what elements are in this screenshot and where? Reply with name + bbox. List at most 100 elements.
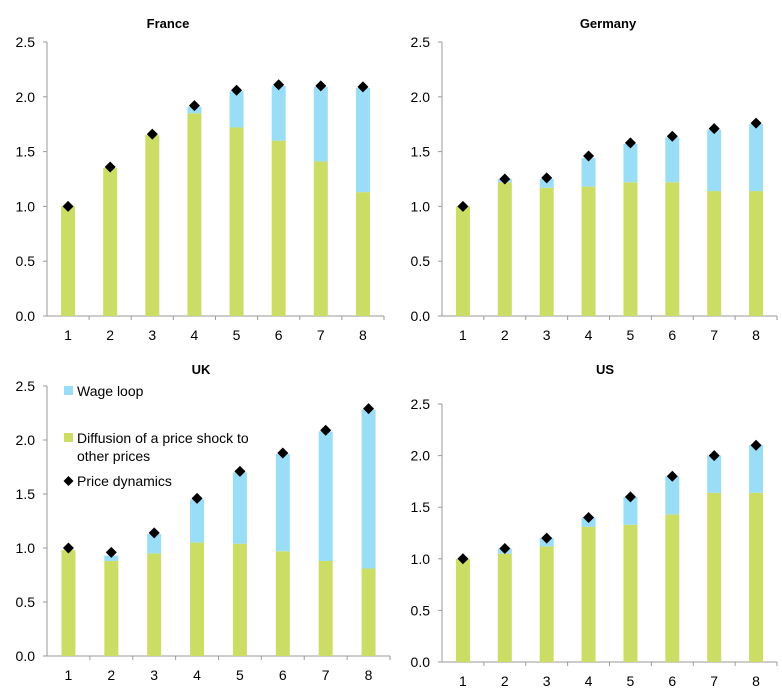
bar-diffusion bbox=[147, 553, 162, 656]
y-tick-label: 0.0 bbox=[16, 648, 36, 664]
bar-wage-loop bbox=[147, 533, 162, 554]
y-tick-label: 2.0 bbox=[16, 432, 36, 448]
marker-price-dynamics bbox=[750, 117, 762, 129]
bar-diffusion bbox=[749, 191, 764, 316]
legend-label-diffusion-line1: Diffusion of a price shock to bbox=[77, 430, 249, 446]
x-tick-label: 1 bbox=[459, 327, 467, 343]
y-tick-label: 1.5 bbox=[411, 144, 431, 160]
bar-diffusion bbox=[103, 168, 118, 316]
x-tick-label: 8 bbox=[752, 673, 760, 689]
marker-price-dynamics bbox=[104, 161, 116, 173]
bar-wage-loop bbox=[232, 472, 247, 544]
y-tick-label: 2.5 bbox=[16, 378, 36, 394]
marker-price-dynamics bbox=[62, 200, 74, 212]
bar-diffusion bbox=[145, 135, 160, 316]
x-tick-label: 6 bbox=[668, 673, 676, 689]
marker-price-dynamics bbox=[666, 130, 678, 142]
bar-wage-loop bbox=[361, 409, 376, 569]
y-tick-label: 1.0 bbox=[16, 540, 36, 556]
marker-price-dynamics bbox=[234, 465, 246, 477]
legend: Wage loop Diffusion of a price shock to … bbox=[63, 383, 249, 489]
x-tick-label: 7 bbox=[322, 667, 330, 683]
bar-diffusion bbox=[623, 524, 638, 662]
bar-wage-loop bbox=[623, 143, 638, 183]
bar-diffusion bbox=[707, 191, 722, 316]
bar-diffusion bbox=[190, 542, 205, 656]
legend-marker-price-dynamics bbox=[63, 476, 74, 486]
y-tick-label: 1.0 bbox=[16, 198, 36, 214]
bar-wage-loop bbox=[229, 91, 244, 128]
chart-panel-germany: 0.0 0.5 1.0 1.5 2.0 2.5 1 2 3 4 5 6 7 8 bbox=[411, 34, 778, 343]
marker-price-dynamics bbox=[708, 450, 720, 462]
y-tick-label: 1.0 bbox=[411, 198, 431, 214]
panel-title-france: France bbox=[147, 16, 190, 31]
x-tick-label: 4 bbox=[585, 327, 593, 343]
marker-price-dynamics bbox=[499, 542, 511, 554]
x-tick-label: 1 bbox=[459, 673, 467, 689]
x-tick-label: 8 bbox=[365, 667, 373, 683]
bar-wage-loop bbox=[749, 445, 764, 493]
y-tick-label: 2.0 bbox=[16, 89, 36, 105]
bar-diffusion bbox=[455, 206, 470, 316]
marker-price-dynamics bbox=[583, 512, 595, 524]
marker-price-dynamics bbox=[457, 553, 469, 565]
chart-panel-france: 0.0 0.5 1.0 1.5 2.0 2.5 1 2 3 4 5 6 7 8 bbox=[16, 34, 385, 343]
marker-price-dynamics bbox=[541, 532, 553, 544]
x-tick-label: 4 bbox=[585, 673, 593, 689]
marker-price-dynamics bbox=[273, 79, 285, 91]
bar-diffusion bbox=[187, 113, 202, 317]
bar-wage-loop bbox=[581, 158, 596, 187]
bar-diffusion bbox=[539, 187, 554, 316]
legend-label-diffusion-line2: other prices bbox=[77, 448, 150, 464]
y-tick-label: 0.5 bbox=[16, 253, 36, 269]
bar-diffusion bbox=[749, 492, 764, 662]
bar-wage-loop bbox=[749, 124, 764, 192]
x-tick-label: 3 bbox=[543, 327, 551, 343]
x-tick-label: 5 bbox=[627, 673, 635, 689]
marker-price-dynamics bbox=[624, 491, 636, 503]
bar-diffusion bbox=[271, 140, 286, 316]
bar-diffusion bbox=[361, 568, 376, 656]
chart-panel-us: 0.0 0.5 1.0 1.5 2.0 2.5 1 2 3 4 5 6 7 8 bbox=[411, 396, 778, 689]
y-tick-label: 2.5 bbox=[411, 34, 431, 50]
marker-price-dynamics bbox=[320, 424, 332, 436]
marker-price-dynamics bbox=[188, 100, 200, 112]
bar-diffusion bbox=[61, 550, 76, 656]
legend-swatch-wage-loop bbox=[64, 386, 73, 395]
bar-diffusion bbox=[581, 526, 596, 662]
marker-price-dynamics bbox=[231, 84, 243, 96]
panel-title-uk: UK bbox=[192, 362, 211, 377]
marker-price-dynamics bbox=[499, 173, 511, 185]
bar-wage-loop bbox=[313, 86, 328, 162]
marker-price-dynamics bbox=[708, 123, 720, 135]
x-tick-label: 8 bbox=[359, 327, 367, 343]
x-tick-label: 7 bbox=[710, 327, 718, 343]
bar-diffusion bbox=[497, 182, 512, 316]
y-tick-label: 2.0 bbox=[411, 89, 431, 105]
y-tick-label: 2.0 bbox=[411, 448, 431, 464]
marker-price-dynamics bbox=[105, 546, 117, 558]
bar-wage-loop bbox=[707, 129, 722, 192]
bar-wage-loop bbox=[707, 455, 722, 493]
marker-price-dynamics bbox=[750, 439, 762, 451]
bar-diffusion bbox=[313, 161, 328, 316]
legend-label-price-dynamics: Price dynamics bbox=[77, 473, 172, 489]
y-tick-label: 0.0 bbox=[16, 308, 36, 324]
x-tick-label: 1 bbox=[64, 327, 72, 343]
bar-wage-loop bbox=[665, 137, 680, 183]
x-tick-label: 3 bbox=[148, 327, 156, 343]
y-tick-label: 0.5 bbox=[411, 253, 431, 269]
y-tick-label: 0.5 bbox=[411, 602, 431, 618]
bar-diffusion bbox=[275, 551, 290, 656]
legend-swatch-diffusion bbox=[64, 433, 73, 442]
marker-price-dynamics bbox=[583, 150, 595, 162]
x-tick-label: 1 bbox=[65, 667, 73, 683]
x-tick-label: 3 bbox=[150, 667, 158, 683]
y-tick-label: 1.5 bbox=[16, 144, 36, 160]
bar-diffusion bbox=[104, 560, 119, 656]
bar-wage-loop bbox=[275, 454, 290, 552]
panel-title-germany: Germany bbox=[580, 16, 637, 31]
marker-price-dynamics bbox=[148, 527, 160, 539]
bar-diffusion bbox=[665, 514, 680, 662]
